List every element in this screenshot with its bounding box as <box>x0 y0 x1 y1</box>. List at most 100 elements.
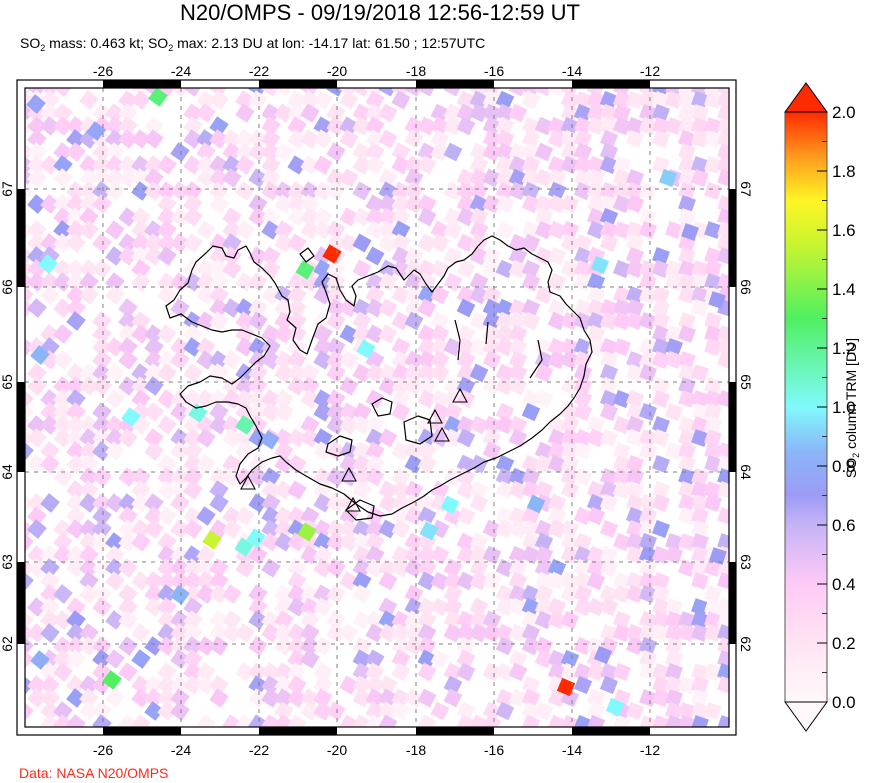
so2-pixel <box>365 454 385 474</box>
so2-pixel <box>118 636 138 656</box>
so2-pixel <box>170 519 190 539</box>
so2-pixel <box>456 506 476 526</box>
so2-pixel <box>248 194 268 214</box>
so2-pixel <box>756 260 773 277</box>
so2-pixel <box>743 429 761 447</box>
so2-pixel <box>27 298 47 318</box>
so2-pixel <box>79 493 99 513</box>
so2-pixel <box>495 259 515 279</box>
so2-pixel <box>183 649 203 669</box>
so2-pixel <box>144 233 164 253</box>
so2-pixel <box>625 701 645 721</box>
so2-pixel <box>66 181 86 201</box>
colorbar-tick-label: 0.4 <box>832 575 856 594</box>
so2-pixel <box>170 688 190 708</box>
so2-pixel <box>391 142 411 162</box>
so2-pixel <box>404 545 424 565</box>
so2-pixel <box>444 741 463 760</box>
so2-pixel <box>378 428 398 448</box>
so2-pixel <box>717 390 729 408</box>
so2-pixel <box>365 753 384 772</box>
so2-pixel <box>352 311 372 331</box>
so2-pixel <box>92 493 112 513</box>
so2-pixel <box>730 52 748 70</box>
so2-pixel <box>287 636 307 656</box>
so2-pixel <box>170 272 190 292</box>
so2-pixel <box>612 168 632 188</box>
so2-pixel <box>508 584 528 604</box>
so2-pixel <box>365 701 385 721</box>
so2-pixel <box>743 611 761 629</box>
so2-pixel <box>417 454 437 474</box>
so2-pixel <box>53 142 73 162</box>
so2-pixel <box>482 428 502 448</box>
so2-pixel <box>183 207 203 227</box>
so2-pixel <box>300 363 320 383</box>
so2-pixel <box>0 77 8 97</box>
so2-pixel <box>743 650 761 668</box>
volcano-triangle-icon <box>345 496 361 512</box>
so2-pixel <box>547 662 567 682</box>
so2-pixel <box>66 285 86 305</box>
so2-pixel <box>352 454 372 474</box>
so2-pixel <box>417 233 437 253</box>
so2-pixel <box>261 402 281 422</box>
so2-pixel <box>365 662 385 682</box>
so2-pixel <box>560 103 580 123</box>
so2-pixel <box>638 506 658 526</box>
so2-pixel <box>352 155 372 175</box>
so2-pixel <box>209 480 229 500</box>
so2-pixel <box>586 324 606 344</box>
so2-pixel <box>378 597 398 617</box>
colorbar-label: SO2 column TRM [DU] <box>843 338 861 478</box>
so2-pixel <box>105 532 125 552</box>
so2-pixel <box>209 389 229 409</box>
so2-pixel <box>248 389 268 409</box>
so2-pixel <box>521 675 541 695</box>
so2-pixel <box>183 363 203 383</box>
lon-tick-label-top: -18 <box>406 63 426 79</box>
so2-pixel <box>573 181 593 201</box>
so2-pixel <box>25 337 34 357</box>
frame-bar <box>103 80 181 88</box>
so2-pixel <box>482 90 502 110</box>
so2-pixel <box>378 363 398 383</box>
so2-pixel <box>66 376 86 396</box>
so2-pixel <box>183 38 202 57</box>
so2-pixel <box>521 142 541 162</box>
so2-pixel <box>508 259 528 279</box>
so2-pixel <box>430 402 450 422</box>
so2-pixel <box>287 584 307 604</box>
so2-pixel <box>443 337 463 357</box>
so2-pixel <box>352 558 372 578</box>
so2-pixel <box>0 597 8 617</box>
so2-pixel <box>27 272 47 292</box>
so2-pixel <box>482 714 502 727</box>
so2-pixel <box>157 701 177 721</box>
so2-pixel <box>118 558 138 578</box>
so2-pixel <box>144 740 164 760</box>
so2-pixel <box>378 376 398 396</box>
so2-pixel <box>274 454 294 474</box>
so2-pixel <box>157 389 177 409</box>
so2-pixel <box>638 649 658 669</box>
so2-pixel <box>235 324 255 344</box>
so2-pixel <box>144 376 164 396</box>
so2-pixel <box>287 272 307 292</box>
so2-pixel <box>599 493 619 513</box>
so2-pixel <box>534 246 554 266</box>
so2-pixel <box>313 493 333 513</box>
so2-pixel <box>417 662 437 682</box>
so2-pixel <box>118 584 138 604</box>
so2-pixel <box>25 636 34 656</box>
so2-pixel <box>521 584 541 604</box>
so2-pixel <box>404 116 424 136</box>
so2-pixel <box>1 129 21 149</box>
so2-pixel <box>495 506 515 526</box>
so2-pixel <box>704 728 722 746</box>
so2-pixel <box>131 259 151 279</box>
so2-pixel <box>170 610 190 630</box>
colorbar-unit-text: column TRM [DU] <box>843 337 859 453</box>
so2-pixel <box>313 519 333 539</box>
so2-pixel <box>339 519 359 539</box>
